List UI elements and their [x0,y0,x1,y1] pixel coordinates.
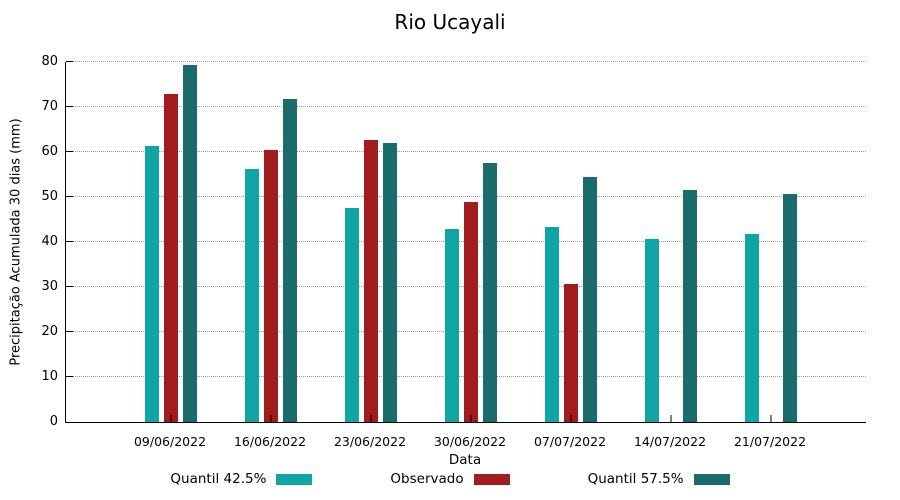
bar-quantil-42-5 [345,208,359,422]
gridline [66,151,866,152]
y-tick-mark [66,106,73,107]
bar-quantil-42-5 [745,233,759,422]
y-tick-label: 40 [41,234,58,249]
plot-area [65,61,866,423]
bar-observado [364,140,378,422]
legend-swatch [693,473,730,485]
bar-observado [464,202,478,422]
bar-group [745,62,797,422]
x-tick-mark [570,415,572,422]
bar-group [145,62,197,422]
bar-group [345,62,397,422]
bar-group [545,62,597,422]
x-tick-label: 21/07/2022 [733,434,807,449]
bar-quantil-57-5 [383,142,397,422]
bar-quantil-42-5 [645,239,659,422]
bar-quantil-57-5 [783,194,797,422]
legend-item-quantil-42-5: Quantil 42.5% [170,471,313,487]
y-tick-mark [66,331,73,332]
bar-quantil-57-5 [283,98,297,422]
y-tick-label: 0 [49,414,58,429]
x-tick-label: 09/06/2022 [133,434,207,449]
y-tick-mark [66,376,73,377]
x-tick-mark [470,415,472,422]
legend-swatch [473,473,510,485]
x-tick-label: 16/06/2022 [233,434,307,449]
bar-group [445,62,497,422]
bar-quantil-57-5 [183,64,197,422]
y-tick-label: 20 [41,324,58,339]
y-tick-mark [66,61,73,62]
bar-quantil-42-5 [245,168,259,422]
legend-item-observado: Observado [390,471,510,487]
y-tick-mark [66,196,73,197]
bar-quantil-57-5 [583,177,597,422]
y-tick-mark [66,151,73,152]
x-tick-label: 14/07/2022 [633,434,707,449]
y-axis-ticks: 0 10 20 30 40 50 60 70 80 [0,54,58,429]
bar-quantil-42-5 [445,228,459,422]
x-axis-ticks: 09/06/2022 16/06/2022 23/06/2022 30/06/2022… [0,434,900,452]
x-tick-label: 07/07/2022 [533,434,607,449]
y-tick-label: 50 [41,189,58,204]
legend-item-quantil-57-5: Quantil 57.5% [588,471,730,487]
y-tick-label: 70 [41,99,58,114]
legend: Quantil 42.5% Observado Quantil 57.5% [0,471,900,487]
legend-label: Quantil 57.5% [587,471,684,487]
x-tick-label: 30/06/2022 [433,434,507,449]
gridline [66,196,866,197]
x-tick-mark [370,415,372,422]
y-tick-mark [66,241,73,242]
bar-observado [564,284,578,422]
x-tick-mark [170,415,172,422]
bar-quantil-57-5 [483,163,497,422]
x-tick-mark [270,415,272,422]
gridline [66,106,866,107]
x-tick-mark [770,415,772,422]
y-tick-mark [66,286,73,287]
bar-group [645,62,697,422]
chart-title: Rio Ucayali [394,10,506,34]
y-tick-label: 60 [41,144,58,159]
gridline [66,61,866,62]
bar-quantil-42-5 [545,227,559,422]
y-tick-label: 30 [41,279,58,294]
legend-swatch [276,473,313,485]
legend-label: Observado [390,471,464,487]
y-tick-label: 10 [41,369,58,384]
bar-quantil-42-5 [145,145,159,422]
x-axis-label: Data [448,452,482,468]
x-tick-label: 23/06/2022 [333,434,407,449]
bar-observado [264,150,278,422]
bar-quantil-57-5 [683,190,697,422]
legend-label: Quantil 42.5% [170,471,267,487]
bar-group [245,62,297,422]
bar-observado [164,93,178,422]
x-tick-mark [670,415,672,422]
y-tick-label: 80 [41,54,58,69]
